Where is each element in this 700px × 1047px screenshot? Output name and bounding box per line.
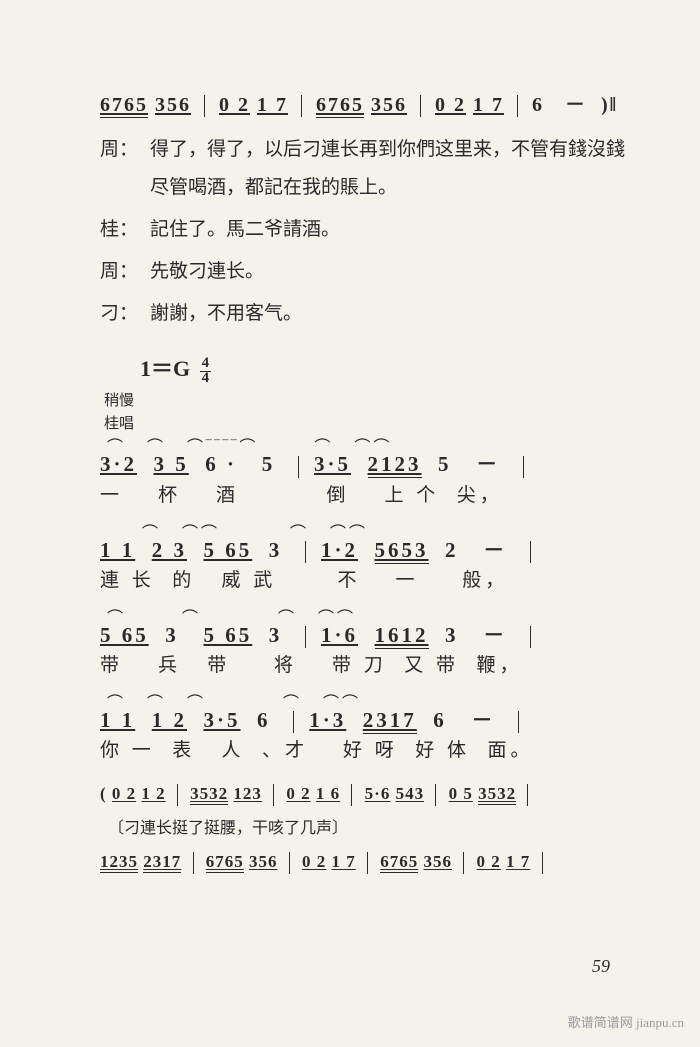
speaker-label: 刁： xyxy=(100,295,150,333)
stage-direction: 〔刁連长挺了挺腰，干咳了几声〕 xyxy=(108,814,630,838)
sheet-music-page: 6765 356 0 2 1 7 6765 356 0 2 1 7 6 － )‖… xyxy=(0,0,700,922)
key-signature: 1＝G 4 4 xyxy=(140,351,630,385)
page-number: 59 xyxy=(592,956,610,977)
watermark: 歌谱简谱网 jianpu.cn xyxy=(568,1012,684,1031)
speech-text: 先敬刁連长。 xyxy=(150,253,630,291)
note-row: 1 1 1 2 3·5 6 1·3 2317 6 － xyxy=(100,709,630,733)
speech-text: 謝謝，不用客气。 xyxy=(150,295,630,333)
music-phrase: ⌒ ⌒ ⌒ ⌒⌒ 5 65 3 5 65 3 1·6 1612 3 － 带 兵 … xyxy=(100,614,630,677)
dialogue-row: 桂： 記住了。馬二爷請酒。 xyxy=(100,211,630,249)
singer-mark: 桂唱 xyxy=(104,412,630,433)
dialogue-block: 周： 得了，得了，以后刁連长再到你們这里来，不管有錢沒錢尽管喝酒，都記在我的賬上… xyxy=(100,131,630,333)
music-phrase: ⌒ ⌒⌒ ⌒ ⌒⌒ 1 1 2 3 5 65 3 1·2 5653 2 － 連 … xyxy=(100,529,630,592)
interlude-line-2: 1235 2317 6765 356 0 2 1 7 6765 356 0 2 … xyxy=(100,852,630,874)
interlude-line: ( 0 2 1 2 3532 123 0 2 1 6 5·6 543 0 5 3… xyxy=(100,784,630,806)
speech-text: 得了，得了，以后刁連长再到你們这里来，不管有錢沒錢尽管喝酒，都記在我的賬上。 xyxy=(150,131,630,207)
speaker-label: 桂： xyxy=(100,211,150,249)
speaker-label: 周： xyxy=(100,131,150,207)
music-phrase: ⌒ ⌒ ⌒ ⌒ ⌒⌒ 1 1 1 2 3·5 6 1·3 2317 6 － 你 … xyxy=(100,699,630,762)
dialogue-row: 周： 先敬刁連长。 xyxy=(100,253,630,291)
lyric-row: 你 一 表 人 、才 好 呀 好 体 面。 xyxy=(100,735,630,762)
time-bot: 4 xyxy=(200,372,212,386)
time-signature: 4 4 xyxy=(200,357,212,385)
music-phrase: ⌒ ⌒ ⌒‾‾‾‾⌒ ⌒ ⌒⌒ 3·2 3 5 6 · 5 3·5 2123 5… xyxy=(100,443,630,506)
lyric-row: 带 兵 带 将 带 刀 又 带 鞭， xyxy=(100,650,630,677)
key-text: 1＝G xyxy=(140,356,190,381)
lyric-row: 連 长 的 威 武 不 一 般， xyxy=(100,565,630,592)
note-row: 3·2 3 5 6 · 5 3·5 2123 5 － xyxy=(100,453,630,477)
dialogue-row: 周： 得了，得了，以后刁連长再到你們这里来，不管有錢沒錢尽管喝酒，都記在我的賬上… xyxy=(100,131,630,207)
dialogue-row: 刁： 謝謝，不用客气。 xyxy=(100,295,630,333)
note-row: 1 1 2 3 5 65 3 1·2 5653 2 － xyxy=(100,539,630,563)
note-row: 5 65 3 5 65 3 1·6 1612 3 － xyxy=(100,624,630,648)
top-score-line: 6765 356 0 2 1 7 6765 356 0 2 1 7 6 － )‖ xyxy=(100,88,630,117)
speaker-label: 周： xyxy=(100,253,150,291)
speech-text: 記住了。馬二爷請酒。 xyxy=(150,211,630,249)
tempo-mark: 稍慢 xyxy=(104,389,630,410)
lyric-row: 一 杯 酒 倒 上 个 尖， xyxy=(100,480,630,507)
